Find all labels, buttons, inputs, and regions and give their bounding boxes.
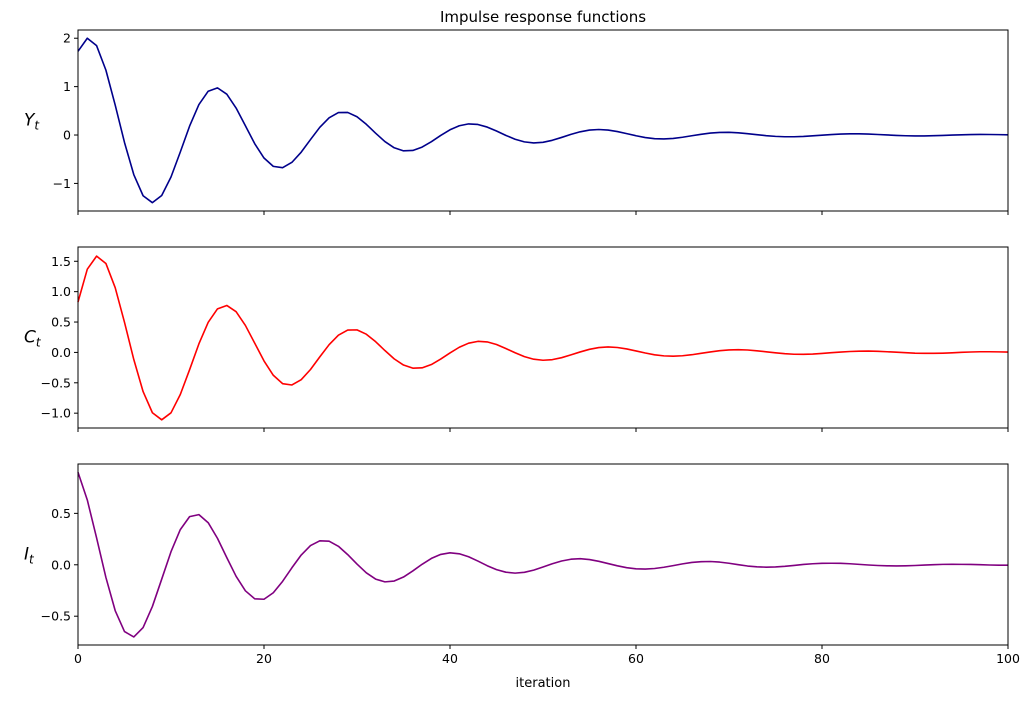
- y-tick-label: −0.5: [41, 609, 71, 624]
- x-tick-label: 40: [442, 651, 458, 666]
- x-axis-label: iteration: [516, 676, 571, 691]
- series-line-y: [77, 37, 1009, 204]
- y-tick-label: 2: [63, 31, 71, 46]
- x-tick-label: 60: [628, 651, 644, 666]
- x-tick-label: 100: [996, 651, 1020, 666]
- y-tick-label: 0.0: [51, 557, 71, 572]
- y-tick-label: −1: [53, 176, 71, 191]
- y-tick-label: 1: [63, 79, 71, 94]
- x-tick-label: 80: [814, 651, 830, 666]
- y-tick-label: 0.5: [51, 506, 71, 521]
- y-tick-label: −0.5: [41, 375, 71, 390]
- axes-frame: [77, 246, 1009, 429]
- y-tick-label: 0.5: [51, 315, 71, 330]
- panel-i: −0.5 0.0 0.5 0 20 40 60 80 100 It: [24, 463, 1020, 666]
- axes-frame: [77, 29, 1009, 212]
- y-axis-label: It: [24, 545, 35, 567]
- panel-y: −1 0 1 2 Yt: [24, 29, 1009, 215]
- series-line-c: [77, 255, 1009, 421]
- y-tick-label: 1.0: [51, 284, 71, 299]
- series-line-i: [77, 471, 1008, 638]
- y-tick-label: −1.0: [41, 406, 71, 421]
- y-tick-label: 0: [63, 128, 71, 143]
- x-tick-label: 0: [74, 651, 82, 666]
- y-tick-label: 1.5: [51, 254, 71, 269]
- x-tick-label: 20: [256, 651, 272, 666]
- y-axis-label: Ct: [24, 328, 42, 350]
- panel-c: −1.0 −0.5 0.0 0.5 1.0 1.5 Ct: [24, 246, 1009, 432]
- y-tick-label: 0.0: [51, 345, 71, 360]
- y-axis-label: Yt: [24, 111, 40, 133]
- chart-title: Impulse response functions: [440, 8, 646, 26]
- axes-frame: [77, 463, 1009, 646]
